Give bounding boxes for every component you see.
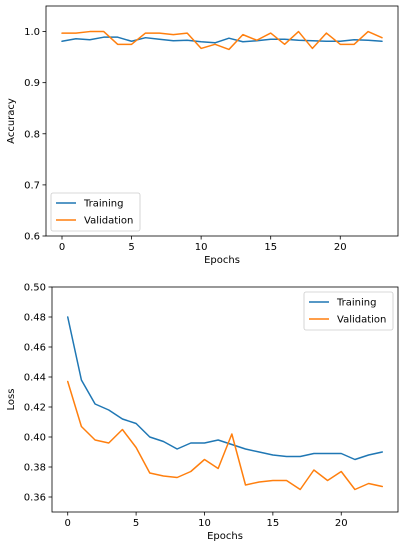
accuracy-training-line [61, 36, 383, 44]
loss-x-tick-label: 5 [133, 518, 139, 529]
loss-y-tick-label: 0.42 [24, 403, 46, 414]
accuracy-y-tick-label: 0.8 [24, 129, 40, 140]
accuracy-x-tick-label: 15 [264, 242, 277, 253]
loss-y-tick-label: 0.44 [24, 373, 46, 384]
accuracy-y-tick-label: 0.6 [24, 232, 40, 243]
accuracy-chart: 0 5 10 15 20 0.6 0.7 0.8 0.9 1.0 Epochs Accuracy Tra… [6, 5, 399, 266]
loss-y-tick-label: 0.38 [24, 463, 46, 474]
accuracy-x-tick-label: 5 [128, 242, 134, 253]
loss-x-axis-label: Epochs [207, 531, 243, 542]
loss-legend-training-label: Training [336, 298, 376, 309]
loss-validation-line [66, 380, 384, 491]
loss-x-tick-label: 15 [266, 518, 279, 529]
accuracy-legend-training-label: Training [83, 199, 123, 210]
accuracy-legend-validation-label: Validation [84, 216, 133, 227]
loss-x-tick-label: 10 [198, 518, 211, 529]
loss-legend: Training Validation [303, 291, 394, 331]
loss-plot-frame [51, 286, 399, 513]
accuracy-y-tick-label: 1.0 [24, 27, 40, 38]
loss-chart: 0 5 10 15 20 0.36 0.38 0.40 0.42 0.44 0.46 0.48 0.50… [6, 283, 399, 542]
accuracy-y-tick-label: 0.7 [24, 180, 40, 191]
accuracy-x-tick-label: 10 [195, 242, 208, 253]
loss-y-axis-label: Loss [6, 389, 17, 411]
loss-x-tick-label: 20 [335, 518, 348, 529]
loss-y-tick-label: 0.50 [24, 283, 46, 294]
loss-legend-validation-label: Validation [337, 315, 386, 326]
accuracy-legend: Training Validation [50, 192, 141, 232]
accuracy-y-tick-label: 0.9 [24, 78, 40, 89]
loss-training-line [66, 316, 384, 461]
accuracy-plot-frame [45, 5, 399, 237]
loss-y-tick-label: 0.48 [24, 313, 46, 324]
loss-x-tick-label: 0 [65, 518, 71, 529]
loss-y-tick-label: 0.46 [24, 343, 46, 354]
accuracy-y-axis-label: Accuracy [6, 98, 17, 144]
accuracy-x-tick-label: 20 [334, 242, 347, 253]
accuracy-x-tick-label: 0 [59, 242, 65, 253]
accuracy-validation-line [61, 30, 383, 51]
accuracy-x-axis-label: Epochs [204, 255, 240, 266]
loss-y-tick-label: 0.40 [24, 433, 46, 444]
loss-y-tick-label: 0.36 [24, 493, 46, 504]
